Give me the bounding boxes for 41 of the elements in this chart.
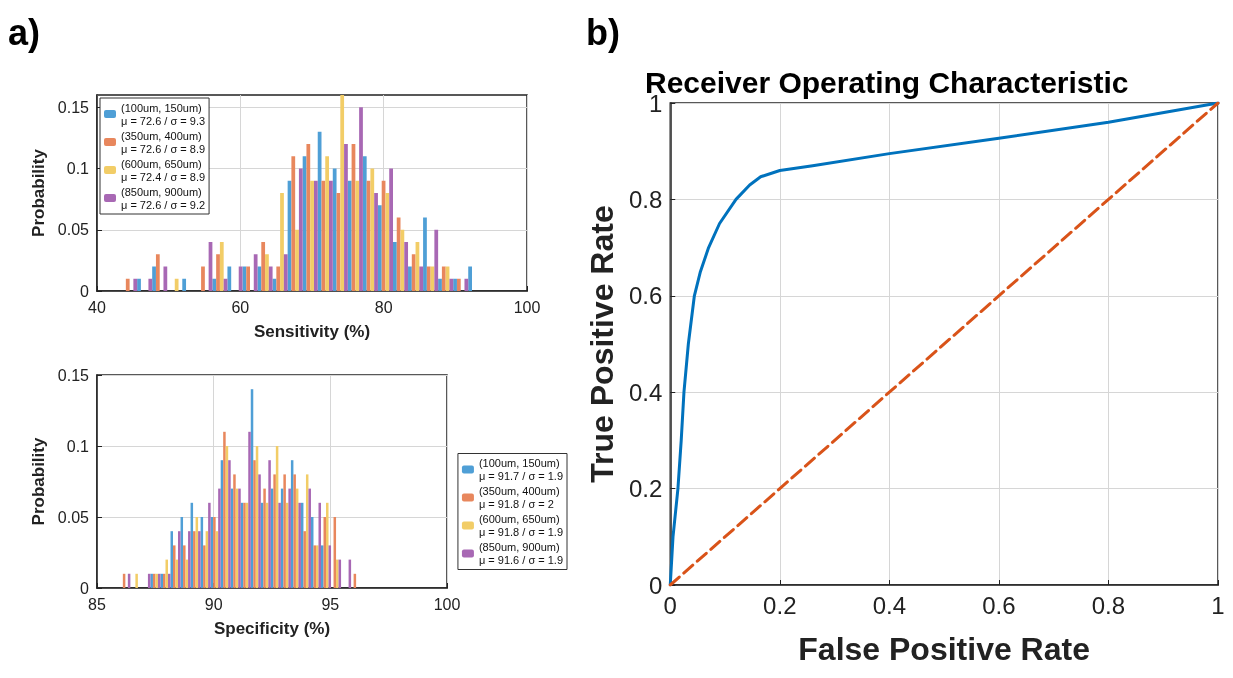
legend-label: (350um, 400um) μ = 91.8 / σ = 2	[478, 485, 560, 510]
y-tick-label: 0.05	[57, 508, 90, 526]
y-tick-label: 0.1	[66, 160, 90, 177]
x-tick-label: 0.8	[1091, 591, 1126, 619]
legend-label: (600um, 650um) μ = 91.8 / σ = 1.9	[478, 513, 564, 538]
x-axis-title: False Positive Rate	[798, 631, 1090, 667]
legend-label: (850um, 900um) μ = 72.6 / σ = 9.2	[121, 185, 206, 211]
x-tick-label: 85	[88, 595, 106, 613]
x-tick-label: 80	[374, 298, 393, 316]
y-tick-label: 0	[80, 579, 90, 597]
y-axis-title: Probability	[28, 148, 48, 237]
y-tick-label: 0.2	[628, 475, 663, 503]
x-tick-label: 100	[433, 595, 461, 613]
x-axis-title: Sensitivity (%)	[253, 322, 371, 341]
y-tick-label: 0	[80, 282, 90, 300]
legend-label: (100um, 150um) μ = 72.6 / σ = 9.3	[121, 101, 206, 127]
y-tick-label: 0.05	[57, 221, 90, 239]
y-tick-label: 0.8	[628, 185, 663, 213]
x-tick-label: 1	[1211, 591, 1225, 619]
x-tick-label: 0.4	[872, 591, 907, 619]
y-tick-label: 0.15	[57, 366, 90, 384]
x-tick-label: 40	[88, 298, 106, 316]
x-tick-label: 60	[231, 298, 250, 316]
y-tick-label: 0.1	[66, 437, 90, 455]
text: a)	[8, 11, 41, 53]
y-tick-label: 0.4	[628, 378, 663, 406]
legend-label: (600um, 650um) μ = 72.4 / σ = 8.9	[121, 157, 206, 183]
legend-label: (350um, 400um) μ = 72.6 / σ = 8.9	[121, 129, 206, 155]
y-tick-label: 0.15	[57, 98, 90, 116]
legend-label: (850um, 900um) μ = 91.6 / σ = 1.9	[478, 541, 564, 566]
x-tick-label: 95	[321, 595, 340, 613]
y-axis-title: Probability	[28, 437, 48, 526]
text: b)	[586, 11, 620, 53]
x-tick-label: 100	[513, 298, 541, 316]
x-tick-label: 0.6	[982, 591, 1016, 619]
x-tick-label: 0.2	[763, 591, 797, 619]
legend-label: (100um, 150um) μ = 91.7 / σ = 1.9	[478, 457, 564, 482]
x-axis-title: Specificity (%)	[213, 619, 331, 638]
line-series	[668, 101, 1220, 587]
x-tick-label: 90	[204, 595, 223, 613]
y-axis-title: True Positive Rate	[584, 205, 620, 483]
